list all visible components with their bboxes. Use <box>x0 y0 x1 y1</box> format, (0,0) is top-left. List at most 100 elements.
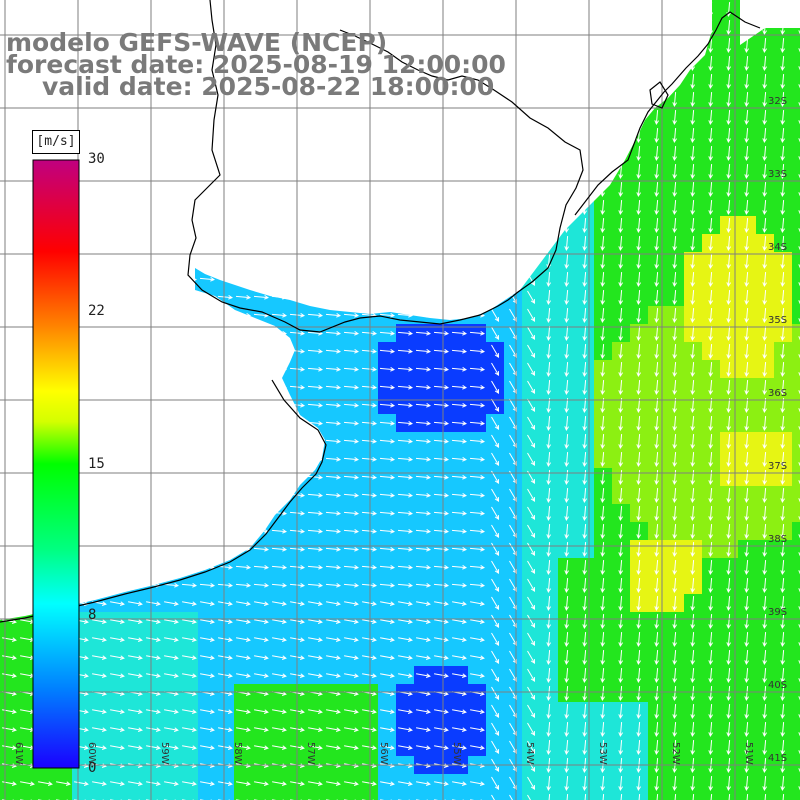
wind-arrow <box>744 739 750 756</box>
wind-arrow <box>200 601 215 606</box>
wind-arrow <box>308 727 323 732</box>
wind-arrow <box>254 637 269 642</box>
wind-arrow <box>272 709 287 714</box>
wind-arrow <box>762 55 768 72</box>
wind-arrow <box>672 775 678 792</box>
wind-arrow <box>2 655 17 660</box>
wind-arrow <box>780 307 786 324</box>
wind-arrow <box>654 109 660 126</box>
wind-arrow <box>362 601 377 606</box>
wind-arrow <box>654 559 660 576</box>
wind-arrow <box>690 451 696 468</box>
wind-arrow <box>361 510 378 516</box>
wind-arrow <box>564 451 570 468</box>
wind-arrow <box>546 775 552 792</box>
wind-arrow <box>672 721 678 738</box>
wind-arrow <box>618 595 624 612</box>
wind-arrow <box>397 474 414 480</box>
wind-arrow <box>163 582 180 588</box>
colorbar <box>32 159 80 769</box>
wind-arrow <box>564 307 570 324</box>
wind-arrow <box>564 343 570 360</box>
wind-arrow <box>690 775 696 792</box>
wind-arrow <box>307 348 324 354</box>
wind-arrow <box>218 709 233 714</box>
wind-arrow <box>236 655 251 660</box>
wind-arrow <box>326 781 341 786</box>
latitude-label: 34S <box>768 242 787 253</box>
wind-arrow <box>344 601 359 606</box>
wind-arrow <box>564 487 570 504</box>
wind-arrow <box>726 775 732 792</box>
wind-arrow <box>217 582 234 588</box>
wind-arrow <box>398 745 413 750</box>
wind-arrow <box>672 649 678 666</box>
wind-arrow <box>600 361 606 378</box>
wind-arrow <box>654 415 660 432</box>
wind-arrow <box>236 601 251 606</box>
wind-arrow <box>582 415 588 432</box>
wind-arrow <box>798 732 800 737</box>
wind-arrow <box>726 523 732 540</box>
wind-arrow <box>361 366 378 372</box>
wind-arrow <box>726 379 732 396</box>
wind-arrow <box>744 631 750 648</box>
wind-arrow <box>582 253 588 270</box>
wind-arrow <box>379 546 396 552</box>
wind-arrow <box>397 510 414 516</box>
wind-arrow <box>780 667 786 684</box>
wind-arrow <box>164 727 179 732</box>
wind-arrow <box>582 739 588 756</box>
wind-arrow <box>397 420 414 426</box>
wind-arrow <box>128 673 143 678</box>
wind-arrow <box>762 631 768 648</box>
wind-speed-cell <box>792 630 800 648</box>
wind-speed-cell <box>792 774 800 792</box>
wind-arrow <box>38 781 53 786</box>
wind-arrow <box>636 145 642 162</box>
wind-arrow <box>74 781 89 786</box>
wind-arrow <box>527 578 536 592</box>
wind-arrow <box>564 595 570 612</box>
wind-arrow <box>271 564 288 570</box>
wind-arrow <box>744 343 750 360</box>
wind-arrow <box>636 379 642 396</box>
wind-arrow <box>726 487 732 504</box>
wind-arrow <box>564 505 570 522</box>
wind-arrow <box>726 91 732 108</box>
wind-arrow <box>546 739 552 756</box>
wind-arrow <box>527 668 536 682</box>
wind-arrow <box>708 253 714 270</box>
wind-arrow <box>343 546 360 552</box>
wind-arrow <box>397 402 414 408</box>
wind-arrow <box>726 451 732 468</box>
wind-arrow <box>546 649 552 666</box>
wind-arrow <box>415 438 432 444</box>
wind-arrow <box>254 709 269 714</box>
wind-arrow <box>2 727 17 732</box>
wind-arrow <box>582 289 588 306</box>
wind-arrow <box>600 307 606 324</box>
wind-arrow <box>618 469 624 486</box>
wind-arrow <box>582 217 588 234</box>
wind-arrow <box>600 325 606 342</box>
wind-arrow <box>361 492 378 498</box>
wind-arrow <box>415 546 432 552</box>
wind-arrow <box>433 420 450 426</box>
wind-arrow <box>708 487 714 504</box>
wind-arrow <box>780 163 786 180</box>
wind-arrow <box>762 217 768 234</box>
wind-arrow <box>798 588 800 593</box>
wind-arrow <box>726 127 732 144</box>
wind-arrow <box>398 655 413 660</box>
wind-arrow <box>600 505 606 522</box>
wind-arrow <box>744 181 750 198</box>
wind-arrow <box>600 667 606 684</box>
wind-arrow <box>582 451 588 468</box>
wind-arrow <box>798 354 800 359</box>
land-mask <box>0 0 800 620</box>
wind-arrow <box>343 402 360 408</box>
wind-arrow <box>415 402 432 408</box>
wind-speed-cell <box>252 792 270 800</box>
wind-arrow <box>343 528 360 534</box>
